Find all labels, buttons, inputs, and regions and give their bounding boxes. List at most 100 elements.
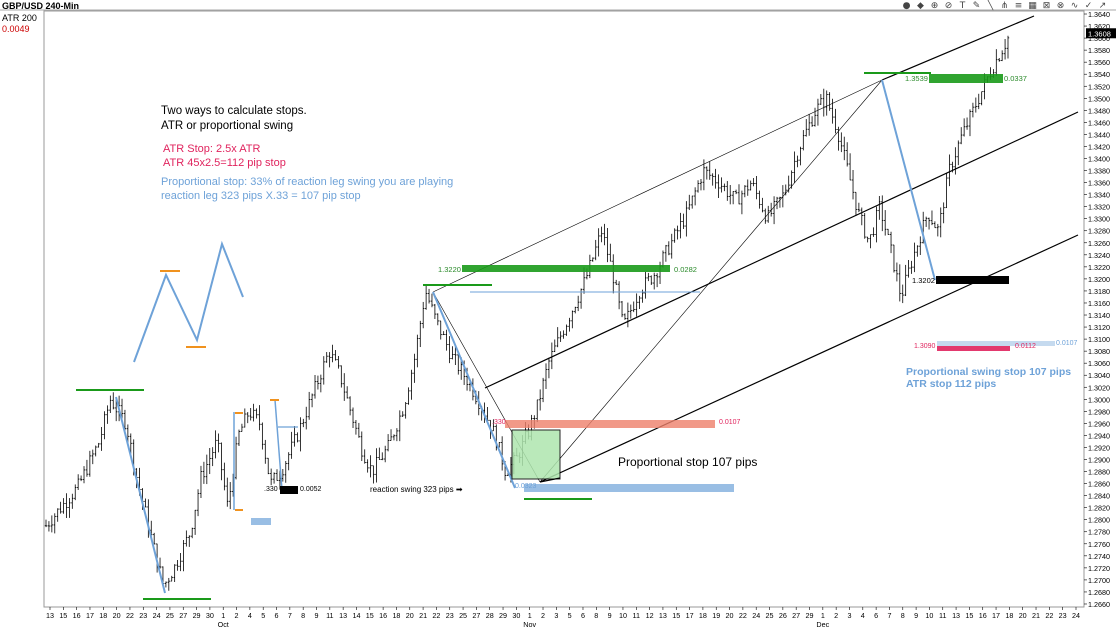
level-bar-1 [462,265,670,272]
date-axis: 13 15 16 17 18 20 22 23 24 25 27 29 30 1 2 4 5 6 7 8 9 11 13 14… [46,607,1080,628]
x-tick-label: 25 [766,611,774,620]
y-tick-label: 1.2760 [1088,540,1110,549]
x-tick-label: 13 [952,611,960,620]
y-tick-label: 1.3000 [1088,395,1110,404]
x-tick-label: 13 [339,611,347,620]
x-tick-label: 25 [459,611,467,620]
atr-note1: ATR Stop: 2.5x ATR [163,143,261,155]
price-axis: 1.3640 1.3620 1.3600 1.3580 1.3560 1.3540 1.35… [1084,10,1116,609]
x-tick-label: 27 [792,611,800,620]
level-label-5-left: .330 [492,419,506,426]
y-tick-label: 1.3380 [1088,167,1110,176]
level-label-2: 1.3539 [905,74,928,83]
y-tick-label: 1.2660 [1088,600,1110,609]
y-tick-label: 1.3160 [1088,299,1110,308]
x-tick-label: 27 [179,611,187,620]
y-tick-label: 1.3360 [1088,179,1110,188]
y-tick-label: 1.2960 [1088,419,1110,428]
wave-icon[interactable]: ∿ [1070,1,1079,11]
y-tick-label: 1.2700 [1088,576,1110,585]
check-icon[interactable]: ✓ [1084,1,1093,11]
y-tick-label: 1.2800 [1088,516,1110,525]
y-tick-label: 1.3500 [1088,94,1110,103]
fib-icon[interactable]: ≡ [1014,1,1023,11]
arrow-icon[interactable]: ↗ [1098,1,1107,11]
y-tick-label: 1.2940 [1088,431,1110,440]
level-label-1-right: 0.0282 [674,265,697,274]
y-tick-label: 1.3260 [1088,239,1110,248]
delete-icon[interactable]: ⊗ [1056,1,1065,11]
level-label-3: 1.3202 [912,276,935,285]
x-tick-label: 15 [366,611,374,620]
x-tick-label: 30 [512,611,520,620]
pen-icon[interactable]: ✎ [972,1,981,11]
x-tick-label: 16 [379,611,387,620]
y-tick-label: 1.3560 [1088,58,1110,67]
atr-note2: ATR 45x2.5=112 pip stop [163,157,286,169]
x-tick-label: 13 [46,611,54,620]
cross-icon[interactable]: ⊠ [1042,1,1051,11]
y-tick-label: 1.3140 [1088,311,1110,320]
x-tick-label: 19 [712,611,720,620]
zigzag-illustration [133,240,244,363]
measure-icon[interactable]: ⊘ [944,1,953,11]
drawing-icon[interactable]: ◆ [917,1,924,11]
x-tick-label: 29 [193,611,201,620]
box-icon[interactable]: ▦ [1028,1,1037,11]
text-icon[interactable]: T [959,1,966,11]
y-tick-label: 1.3640 [1088,10,1110,19]
x-tick-label: 24 [1072,611,1080,620]
trendline-icon[interactable]: ╲ [987,1,994,11]
x-tick-label: 11 [633,611,640,620]
x-tick-label: 23 [1059,611,1067,620]
channel-line-lower [539,234,1079,483]
x-tick-label: 16 [73,611,81,620]
x-tick-label: 29 [806,611,814,620]
x-tick-label: 3 [847,611,851,620]
prop-note2: reaction leg 323 pips X.33 = 107 pip sto… [161,190,361,202]
y-tick-label: 1.3460 [1088,118,1110,127]
month-label: Dec [816,620,829,628]
y-tick-label: 1.3220 [1088,263,1110,272]
level-label-7-right: 0.0052 [300,486,322,493]
x-tick-label: 12 [646,611,654,620]
y-tick-label: 1.2720 [1088,564,1110,573]
entry-arrow [539,477,561,483]
swing-leg [115,396,166,594]
month-label: Nov [523,620,536,628]
x-tick-label: 21 [1032,611,1040,620]
y-tick-label: 1.3120 [1088,323,1110,332]
x-tick-label: 26 [779,611,787,620]
level-label-5: 0.0107 [719,419,741,426]
x-tick-label: 20 [406,611,414,620]
color-icon[interactable]: ● [902,1,911,11]
channel-thin-line [539,79,883,483]
y-tick-label: 1.3100 [1088,335,1110,344]
x-tick-label: 27 [472,611,480,620]
x-tick-label: 10 [619,611,627,620]
y-tick-label: 1.3300 [1088,215,1110,224]
x-tick-label: 9 [914,611,918,620]
zoom-icon[interactable]: ⊕ [930,1,939,11]
x-tick-label: 7 [887,611,891,620]
channel-line-upper [881,15,1035,81]
x-tick-label: 11 [326,611,333,620]
y-tick-label: 1.2860 [1088,480,1110,489]
proportional-stop-note: Proportional stop 107 pips [618,455,758,469]
x-tick-label: 20 [726,611,734,620]
y-tick-label: 1.2840 [1088,492,1110,501]
x-tick-label: 4 [861,611,865,620]
x-tick-label: 23 [139,611,147,620]
level-label-4-right: 0.0112 [1015,343,1036,350]
pitchfork-icon[interactable]: ⋔ [1000,1,1009,11]
x-tick-label: 2 [834,611,838,620]
y-tick-label: 1.2920 [1088,443,1110,452]
x-tick-label: 8 [301,611,305,620]
current-price-label: 1.3608 [1088,29,1111,38]
y-tick-label: 1.3060 [1088,359,1110,368]
note-line1: Two ways to calculate stops. [161,105,307,117]
x-tick-label: 6 [874,611,878,620]
x-tick-label: 5 [261,611,265,620]
y-tick-label: 1.3620 [1088,22,1110,31]
